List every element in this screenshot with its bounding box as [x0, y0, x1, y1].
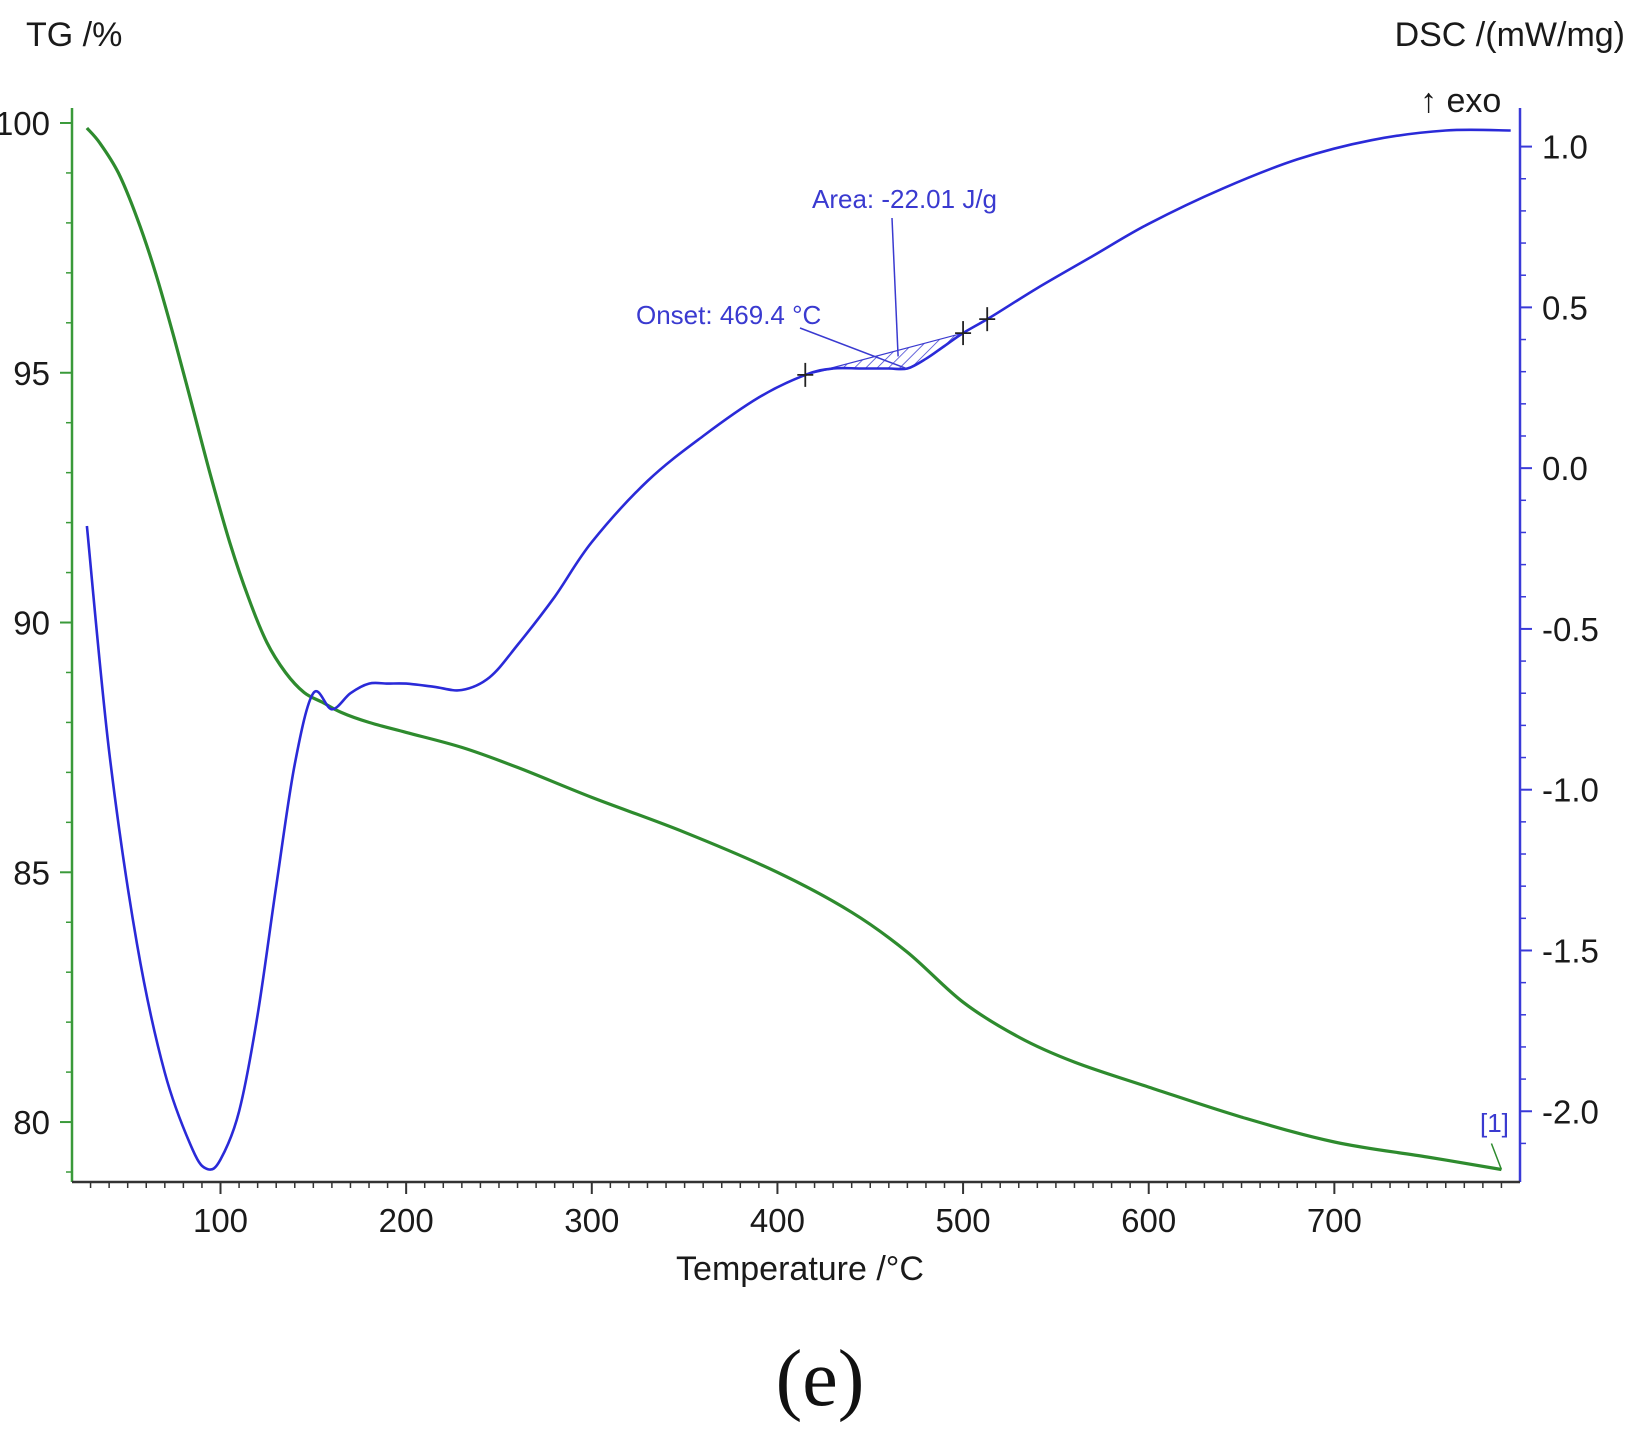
tg-end-marker	[1490, 1143, 1503, 1170]
x-axis-title: Temperature /°C	[676, 1250, 924, 1288]
y-left-tick-label: 80	[13, 1104, 50, 1141]
y-right-tick-label: -1.0	[1542, 772, 1599, 809]
figure-caption: (e)	[776, 1335, 865, 1423]
x-tick-label: 200	[379, 1202, 434, 1239]
y-left-tick-label: 95	[13, 355, 50, 392]
y-right-tick-label: 0.5	[1542, 289, 1588, 326]
y-right-tick-label: -2.0	[1542, 1093, 1599, 1130]
y-right-axis-title: DSC /(mW/mg)	[1395, 16, 1625, 54]
x-tick-label: 300	[564, 1202, 619, 1239]
ticks-layer: 100 200 300 400 500 600 700 100 95 90 85 80 1.0 0.5 0.…	[0, 105, 1599, 1239]
annotation-layer	[797, 217, 1503, 1170]
exo-label: ↑ exo	[1420, 82, 1501, 120]
x-tick-label: 100	[193, 1202, 248, 1239]
tg-series-label: [1]	[1480, 1108, 1509, 1138]
area-annotation: Area: -22.01 J/g	[812, 184, 997, 214]
y-right-tick-label: 1.0	[1542, 129, 1588, 166]
tg-line	[85, 126, 1502, 1172]
x-tick-label: 700	[1307, 1202, 1362, 1239]
area-leader-line	[891, 217, 899, 357]
y-right-tick-label: -0.5	[1542, 611, 1599, 648]
x-tick-label: 500	[936, 1202, 991, 1239]
series-layer	[85, 126, 1511, 1172]
y-left-axis-title: TG /%	[26, 16, 122, 54]
onset-annotation: Onset: 469.4 °C	[636, 300, 821, 330]
x-tick-label: 600	[1121, 1202, 1176, 1239]
x-tick-label: 400	[750, 1202, 805, 1239]
onset-leader-line	[799, 327, 907, 370]
y-right-tick-label: -1.5	[1542, 932, 1599, 969]
y-left-tick-label: 90	[13, 605, 50, 642]
y-right-tick-label: 0.0	[1542, 450, 1588, 487]
y-left-tick-label: 85	[13, 854, 50, 891]
y-left-tick-label: 100	[0, 105, 50, 142]
dsc-line	[85, 128, 1511, 1171]
